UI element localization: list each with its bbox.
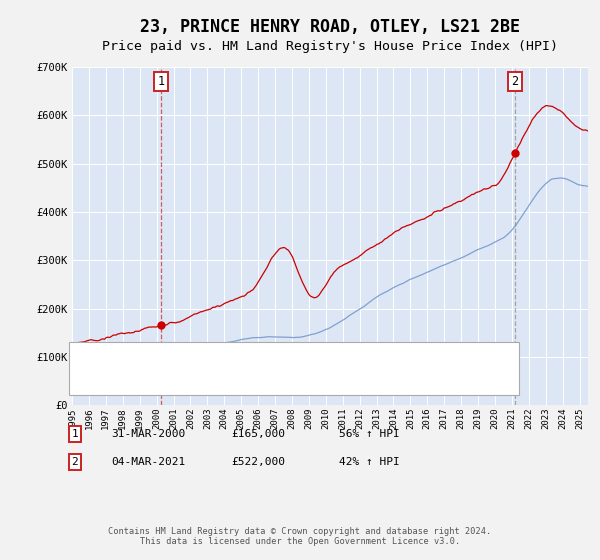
Text: 2: 2 — [511, 75, 518, 88]
Text: 23, PRINCE HENRY ROAD, OTLEY, LS21 2BE (detached house): 23, PRINCE HENRY ROAD, OTLEY, LS21 2BE (… — [108, 352, 452, 362]
Text: 1: 1 — [157, 75, 164, 88]
Text: 56% ↑ HPI: 56% ↑ HPI — [339, 429, 400, 439]
Text: 42% ↑ HPI: 42% ↑ HPI — [339, 457, 400, 467]
Text: 23, PRINCE HENRY ROAD, OTLEY, LS21 2BE: 23, PRINCE HENRY ROAD, OTLEY, LS21 2BE — [140, 18, 520, 36]
Text: ——: —— — [78, 376, 93, 390]
Text: 1: 1 — [71, 429, 79, 439]
Text: Price paid vs. HM Land Registry's House Price Index (HPI): Price paid vs. HM Land Registry's House … — [102, 40, 558, 53]
Text: ——: —— — [78, 350, 93, 363]
Text: HPI: Average price, detached house, Leeds: HPI: Average price, detached house, Leed… — [108, 378, 364, 388]
Text: 31-MAR-2000: 31-MAR-2000 — [111, 429, 185, 439]
Text: £165,000: £165,000 — [231, 429, 285, 439]
Text: 04-MAR-2021: 04-MAR-2021 — [111, 457, 185, 467]
Text: 2: 2 — [71, 457, 79, 467]
Text: Contains HM Land Registry data © Crown copyright and database right 2024.
This d: Contains HM Land Registry data © Crown c… — [109, 526, 491, 546]
Text: £522,000: £522,000 — [231, 457, 285, 467]
